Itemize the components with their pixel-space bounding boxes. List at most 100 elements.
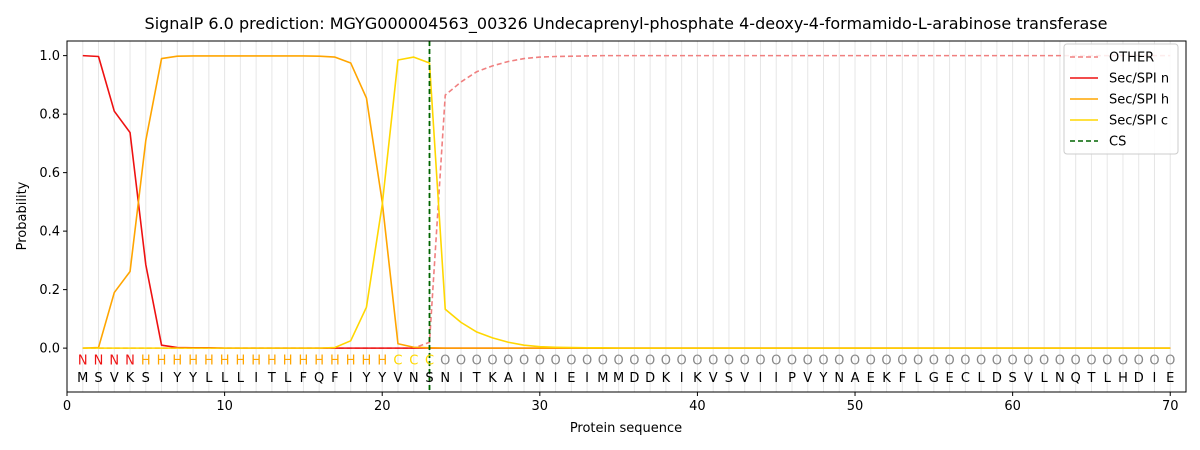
region-label: O [1118, 353, 1128, 368]
residue-label: Q [1071, 371, 1081, 386]
region-label: O [834, 353, 844, 368]
region-label: H [346, 353, 356, 368]
region-label: N [94, 353, 104, 368]
region-label: O [692, 353, 702, 368]
residue-label: I [160, 371, 164, 386]
x-tick-label: 70 [1162, 399, 1179, 414]
residue-label: V [1024, 371, 1033, 386]
region-label: O [566, 353, 576, 368]
residue-label: D [992, 371, 1002, 386]
residue-label: A [504, 371, 513, 386]
region-label: O [913, 353, 923, 368]
x-tick-label: 20 [374, 399, 391, 414]
region-label: O [881, 353, 891, 368]
residue-label: I [1153, 371, 1157, 386]
residue-label: N [409, 371, 419, 386]
series-line-0 [82, 54, 1171, 349]
residue-label: E [567, 371, 575, 386]
legend-entry: Sec/SPI h [1109, 93, 1169, 108]
residue-label: L [205, 371, 213, 386]
axes-frame [66, 40, 1187, 393]
region-label: O [740, 353, 750, 368]
residue-label: P [788, 371, 796, 386]
region-label: H [314, 353, 324, 368]
region-label: H [362, 353, 372, 368]
residue-label: M [597, 371, 608, 386]
residue-label: Q [314, 371, 324, 386]
region-label: H [330, 353, 340, 368]
region-label: O [598, 353, 608, 368]
x-axis-label: Protein sequence [570, 421, 682, 436]
residue-label: I [680, 371, 684, 386]
x-tick-label: 30 [532, 399, 549, 414]
legend-box [1063, 43, 1179, 155]
x-tick-label: 40 [689, 399, 706, 414]
region-label: O [818, 353, 828, 368]
region-label: H [204, 353, 214, 368]
residue-label: I [759, 371, 763, 386]
residue-label: D [645, 371, 655, 386]
residue-label: L [914, 371, 922, 386]
region-label: O [866, 353, 876, 368]
region-label: H [172, 353, 182, 368]
residue-label: A [851, 371, 860, 386]
region-label: O [629, 353, 639, 368]
region-label: N [109, 353, 119, 368]
region-label: O [661, 353, 671, 368]
region-label: O [550, 353, 560, 368]
residue-label: S [1009, 371, 1017, 386]
x-tick-label: 60 [1004, 399, 1021, 414]
region-label: O [1055, 353, 1065, 368]
region-label: O [519, 353, 529, 368]
residue-label: I [554, 371, 558, 386]
region-label: H [235, 353, 245, 368]
y-tick-label: 0.4 [39, 225, 60, 240]
region-label: O [897, 353, 907, 368]
region-label: O [582, 353, 592, 368]
region-label: O [535, 353, 545, 368]
residue-label: S [725, 371, 733, 386]
residue-label: L [237, 371, 245, 386]
residue-label: L [1104, 371, 1112, 386]
residue-label: T [1086, 371, 1095, 386]
residue-label: I [459, 371, 463, 386]
x-tick-label: 0 [63, 399, 71, 414]
region-label: O [1134, 353, 1144, 368]
region-label: H [141, 353, 151, 368]
legend-entry: OTHER [1109, 51, 1154, 66]
residue-label: L [1041, 371, 1049, 386]
region-label: O [976, 353, 986, 368]
series-line-2 [82, 55, 1171, 349]
region-label: O [645, 353, 655, 368]
residue-label: L [221, 371, 229, 386]
region-label: O [960, 353, 970, 368]
residue-label: Y [377, 371, 386, 386]
residue-label: H [1118, 371, 1128, 386]
residue-label: Y [361, 371, 370, 386]
region-label: H [283, 353, 293, 368]
region-label: N [78, 353, 88, 368]
region-label: O [1086, 353, 1096, 368]
residue-label: E [867, 371, 875, 386]
legend-entry: Sec/SPI c [1109, 114, 1168, 129]
residue-label: L [284, 371, 292, 386]
residue-label: D [1134, 371, 1144, 386]
residue-label: K [882, 371, 891, 386]
region-label: H [299, 353, 309, 368]
residue-label: V [803, 371, 812, 386]
residue-label: F [300, 371, 307, 386]
region-label: O [1008, 353, 1018, 368]
region-label: O [487, 353, 497, 368]
region-label: C [393, 353, 402, 368]
residue-label: E [945, 371, 953, 386]
legend-entry: CS [1109, 135, 1126, 150]
residue-label: Y [188, 371, 197, 386]
region-label: O [614, 353, 624, 368]
residue-label: N [834, 371, 844, 386]
region-label: H [157, 353, 167, 368]
residue-label: S [425, 371, 433, 386]
residue-label: K [693, 371, 702, 386]
region-label: O [944, 353, 954, 368]
residue-label: V [709, 371, 718, 386]
y-tick-label: 0.6 [39, 166, 60, 181]
